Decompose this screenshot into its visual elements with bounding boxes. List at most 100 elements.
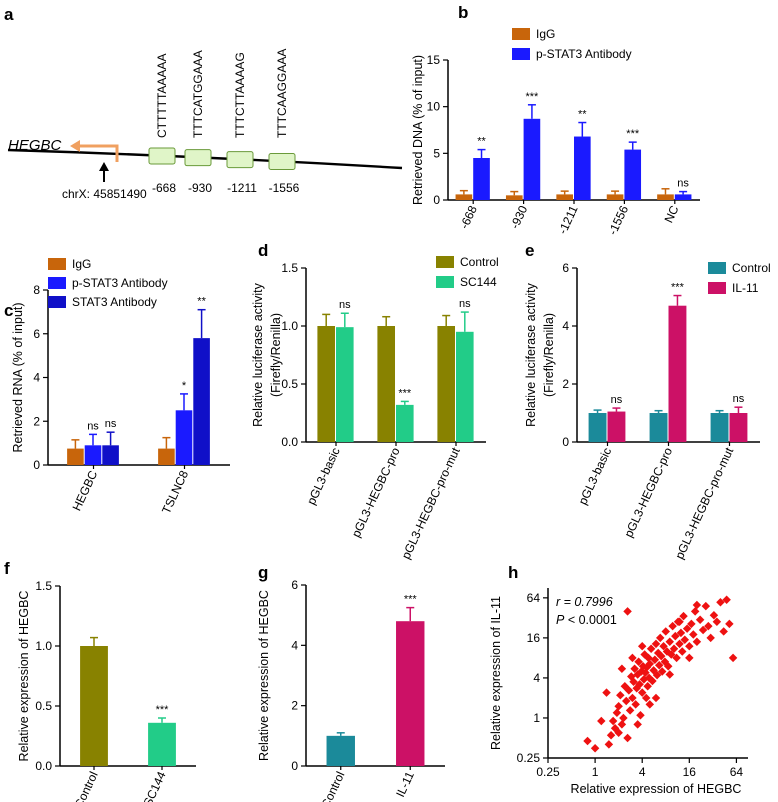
scatter-point — [701, 601, 711, 611]
binding-site-sequence: TTTCATGGAAA — [191, 50, 205, 138]
scatter-point — [602, 688, 611, 697]
x-tick-label: pGL3-HEGBC-pro-mut — [672, 445, 736, 562]
y-tick-label: 4 — [533, 671, 540, 685]
bar — [317, 326, 335, 442]
scatter-point — [648, 676, 657, 686]
scatter-point — [650, 655, 660, 665]
scatter-point — [654, 661, 664, 670]
legend-label: SC144 — [460, 275, 497, 289]
bar — [607, 411, 626, 442]
binding-site-sequence: TTTCAAGGAAA — [275, 49, 289, 138]
scatter-point — [630, 664, 639, 673]
y-tick-label: 2 — [33, 414, 40, 428]
legend-swatch — [708, 282, 726, 294]
legend-label: p-STAT3 Antibody — [72, 276, 168, 290]
scatter-point — [637, 688, 647, 697]
chart-panel-d: d 0.0 0.5 1.0 1.5 Relative luciferase activit… — [251, 241, 499, 561]
scatter-point — [728, 653, 738, 663]
scatter-point — [637, 641, 647, 651]
legend-swatch — [512, 28, 530, 40]
scatter-point — [633, 720, 642, 729]
scatter-point — [617, 664, 627, 673]
x-tick-label: TSLNC8 — [159, 468, 191, 516]
y-tick-label: 1 — [533, 711, 540, 725]
scatter-point — [661, 627, 671, 636]
scatter-point — [652, 670, 662, 680]
significance-label: *** — [156, 704, 170, 716]
bar — [102, 445, 119, 465]
scatter-point — [614, 702, 623, 711]
significance-label: ns — [733, 393, 745, 405]
x-tick-label: 0.25 — [536, 765, 560, 779]
scatter-point — [621, 696, 631, 706]
correlation-r-label: r = 0.7996 — [556, 595, 613, 609]
bar — [574, 136, 591, 200]
binding-site-sequence: TTTCTTAAAAG — [233, 52, 247, 138]
y-tick-label: 8 — [33, 283, 40, 297]
x-tick-label: 16 — [683, 765, 697, 779]
y-tick-label: 2 — [562, 377, 569, 391]
scatter-point — [676, 628, 686, 638]
bar — [377, 326, 395, 442]
panel-letter: b — [458, 3, 468, 22]
tss-arrow-head-icon — [70, 140, 80, 152]
scatter-point — [680, 635, 690, 644]
scatter-point — [698, 625, 708, 635]
chr-position-label: chrX: 45851490 — [62, 187, 147, 201]
legend-label: IgG — [72, 257, 91, 271]
tss-arrow-line — [76, 144, 119, 162]
scatter-point — [651, 693, 661, 703]
scatter-point — [590, 744, 600, 753]
bar — [473, 158, 490, 200]
legend-label: STAT3 Antibody — [72, 295, 157, 309]
panel-letter: e — [525, 241, 534, 260]
x-tick-label: 1 — [592, 765, 599, 779]
y-tick-label: 0.5 — [35, 699, 52, 713]
bar — [668, 305, 687, 442]
bar — [148, 722, 176, 766]
binding-site-position: -1556 — [269, 181, 300, 195]
legend-label: IgG — [536, 27, 555, 41]
y-tick-label: 1.5 — [35, 579, 52, 593]
chart-panel-g: g 0 2 4 6 Relative expression of HEGBC Control… — [257, 563, 445, 802]
scatter-point — [722, 595, 731, 604]
significance-label: ns — [611, 394, 623, 406]
bar — [710, 413, 729, 442]
y-axis-label: Relative luciferase activity — [251, 282, 265, 427]
legend-label: p-STAT3 Antibody — [536, 47, 632, 61]
bar — [455, 194, 473, 200]
scatter-point — [719, 627, 728, 636]
y-tick-label: 0.25 — [517, 751, 541, 765]
scatter-point — [628, 693, 637, 703]
scatter-point — [645, 700, 655, 709]
scatter-point — [725, 619, 734, 629]
y-tick-label: 4 — [562, 319, 569, 333]
scatter-point — [685, 641, 694, 651]
x-tick-label: HEGBC — [69, 468, 100, 513]
scatter-point — [704, 621, 713, 631]
y-tick-label: 0.0 — [35, 759, 52, 773]
scatter-point — [617, 720, 627, 729]
scatter-point — [668, 621, 677, 631]
y-axis-label: Retrieved DNA (% of input) — [411, 55, 425, 205]
scatter-point — [685, 653, 694, 663]
scatter-point — [614, 728, 623, 737]
panel-letter: f — [4, 559, 10, 578]
scatter-point — [706, 633, 715, 643]
scatter-point — [643, 681, 652, 691]
scatter-point — [666, 650, 676, 659]
chart-panel-e: e 0 2 4 6 Relative luciferase activity (Firefl… — [524, 241, 771, 561]
x-tick-label: -1556 — [605, 203, 631, 237]
bar — [175, 410, 193, 465]
bar — [505, 195, 523, 200]
scatter-point — [616, 690, 625, 700]
y-tick-label: 4 — [291, 638, 298, 652]
binding-site-box — [226, 151, 254, 169]
scatter-point — [623, 607, 632, 616]
significance-label: * — [182, 380, 187, 392]
p-value-label: P < 0.0001 — [556, 613, 617, 627]
bar — [649, 413, 668, 442]
scatter-point — [669, 644, 679, 653]
legend-label: Control — [732, 261, 771, 275]
